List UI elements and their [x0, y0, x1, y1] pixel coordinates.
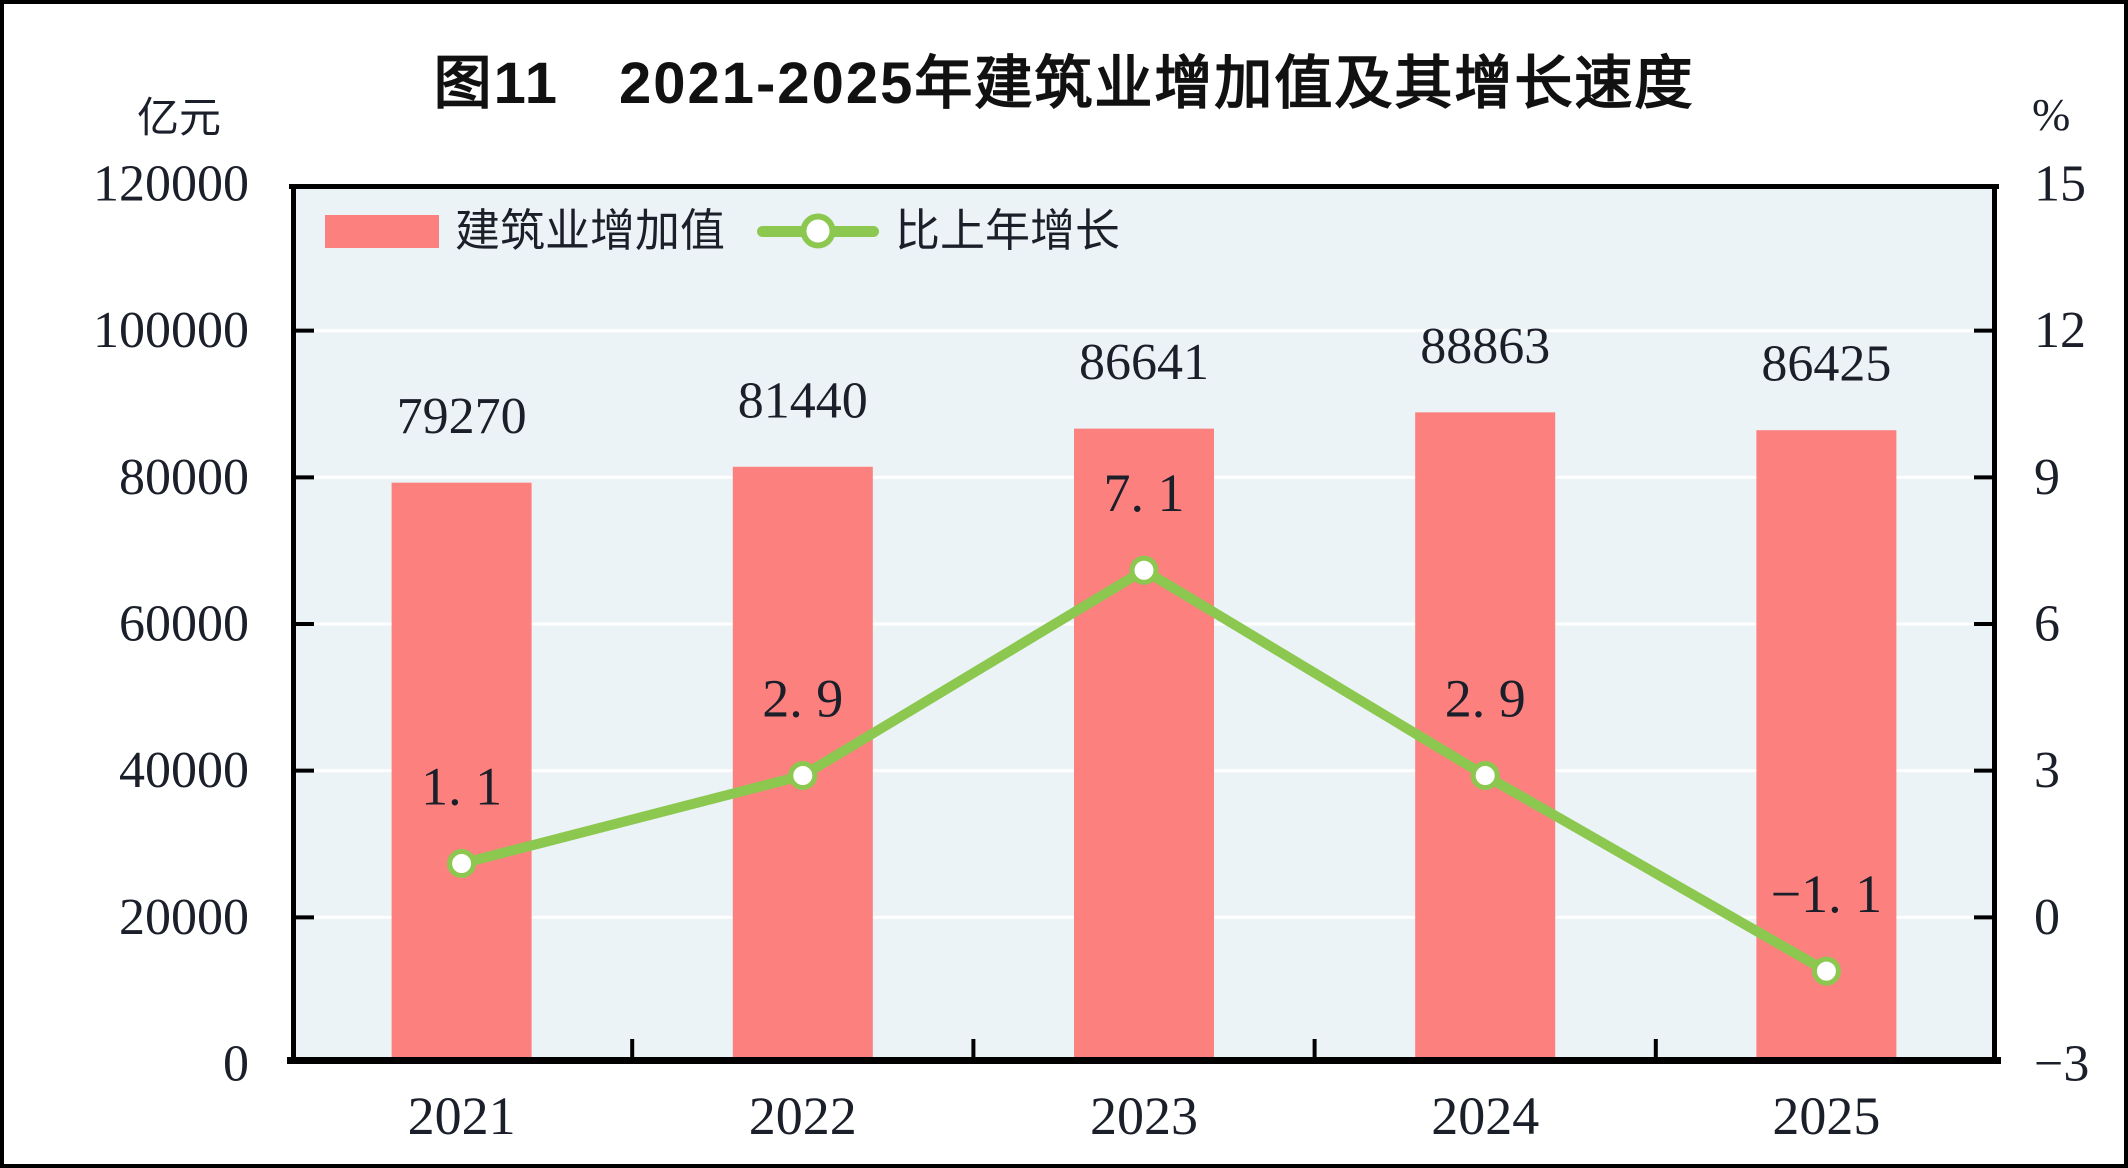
line-marker-2024 [1470, 761, 1500, 791]
legend-bar-label: 建筑业增加值 [455, 206, 726, 256]
left-axis-tick-label: 100000 [93, 302, 249, 359]
legend-line-dot-icon [800, 213, 836, 249]
chart-title: 图11 2021-2025年建筑业增加值及其增长速度 [433, 51, 1695, 116]
left-axis-tick-label: 80000 [119, 449, 249, 506]
right-axis-tick-label: 3 [2034, 742, 2060, 799]
line-marker-2022 [788, 761, 818, 791]
combo-chart: 0 20000 40000 60000 80000 100000 120000 −3 0 3 6 9 1… [93, 156, 2089, 1147]
x-axis-category-label: 2022 [749, 1086, 857, 1146]
left-axis-tick-label: 0 [223, 1036, 249, 1093]
line-marker-2025 [1811, 956, 1841, 986]
legend-line-marker-icon [757, 213, 880, 249]
right-axis-unit-label: % [2032, 89, 2071, 140]
line-value-label: 1. 1 [421, 757, 502, 817]
x-axis-category-label: 2021 [408, 1086, 516, 1146]
x-axis-category-label: 2024 [1431, 1086, 1539, 1146]
right-axis-tick-label: 12 [2034, 302, 2086, 359]
legend: 建筑业增加值 比上年增长 [325, 206, 1120, 256]
bar-2023 [1074, 428, 1214, 1064]
bar-value-label: 81440 [738, 372, 868, 429]
x-axis-category-label: 2023 [1090, 1086, 1198, 1146]
bar-value-label: 79270 [397, 388, 527, 445]
right-axis-tick-label: 9 [2034, 449, 2060, 506]
left-axis-tick-label: 60000 [119, 596, 249, 653]
right-axis-tick-label: 0 [2034, 889, 2060, 946]
right-axis-tick-label: 15 [2034, 156, 2086, 213]
line-value-label: 7. 1 [1104, 463, 1185, 523]
left-axis-tick-label: 120000 [93, 156, 249, 213]
right-axis-tick-label: −3 [2034, 1036, 2089, 1093]
bar-value-label: 86641 [1079, 334, 1209, 391]
bar-2024 [1415, 412, 1556, 1064]
left-axis-tick-label: 40000 [119, 742, 249, 799]
left-axis-tick-label: 20000 [119, 889, 249, 946]
left-axis-unit-label: 亿元 [137, 96, 222, 142]
line-value-label: 2. 9 [1445, 669, 1526, 729]
x-axis-category-label: 2025 [1772, 1086, 1880, 1146]
line-value-label: 2. 9 [762, 669, 843, 729]
line-marker-2021 [447, 849, 477, 879]
bar-value-label: 88863 [1420, 318, 1550, 375]
legend-line-label: 比上年增长 [895, 206, 1121, 256]
bar-value-label: 86425 [1761, 336, 1891, 393]
bar-2021 [391, 482, 532, 1065]
legend-bar-swatch-icon [325, 214, 439, 248]
line-marker-2023 [1129, 555, 1159, 585]
right-axis-tick-label: 6 [2034, 596, 2060, 653]
line-value-label: −1. 1 [1771, 864, 1882, 924]
